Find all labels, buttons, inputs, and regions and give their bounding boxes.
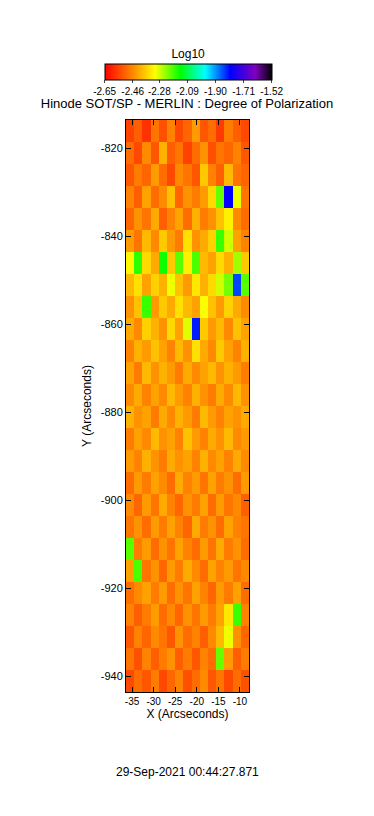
svg-text:-20: -20 [190,696,205,707]
svg-text:-30: -30 [146,696,161,707]
svg-text:-1.90: -1.90 [204,86,227,97]
svg-text:-880: -880 [101,406,123,418]
svg-text:Hinode SOT/SP - MERLIN : Degre: Hinode SOT/SP - MERLIN : Degree of Polar… [41,96,333,111]
svg-text:-2.65: -2.65 [93,86,116,97]
svg-text:-900: -900 [101,494,123,506]
svg-text:-2.09: -2.09 [176,86,199,97]
svg-text:-940: -940 [101,670,123,682]
svg-text:Y (Arcseconds): Y (Arcseconds) [80,365,94,447]
svg-text:X (Arcseconds): X (Arcseconds) [146,707,228,721]
svg-text:-15: -15 [211,696,226,707]
svg-text:-10: -10 [233,696,248,707]
svg-text:-820: -820 [101,142,123,154]
svg-text:-1.52: -1.52 [260,86,283,97]
svg-text:-25: -25 [168,696,183,707]
svg-text:-840: -840 [101,230,123,242]
svg-text:-920: -920 [101,582,123,594]
svg-text:-1.71: -1.71 [232,86,255,97]
svg-text:-2.46: -2.46 [121,86,144,97]
svg-text:-35: -35 [125,696,140,707]
svg-text:-2.28: -2.28 [148,86,171,97]
svg-text:29-Sep-2021 00:44:27.871: 29-Sep-2021 00:44:27.871 [116,765,259,779]
svg-text:-860: -860 [101,318,123,330]
svg-text:Log10: Log10 [171,47,205,61]
